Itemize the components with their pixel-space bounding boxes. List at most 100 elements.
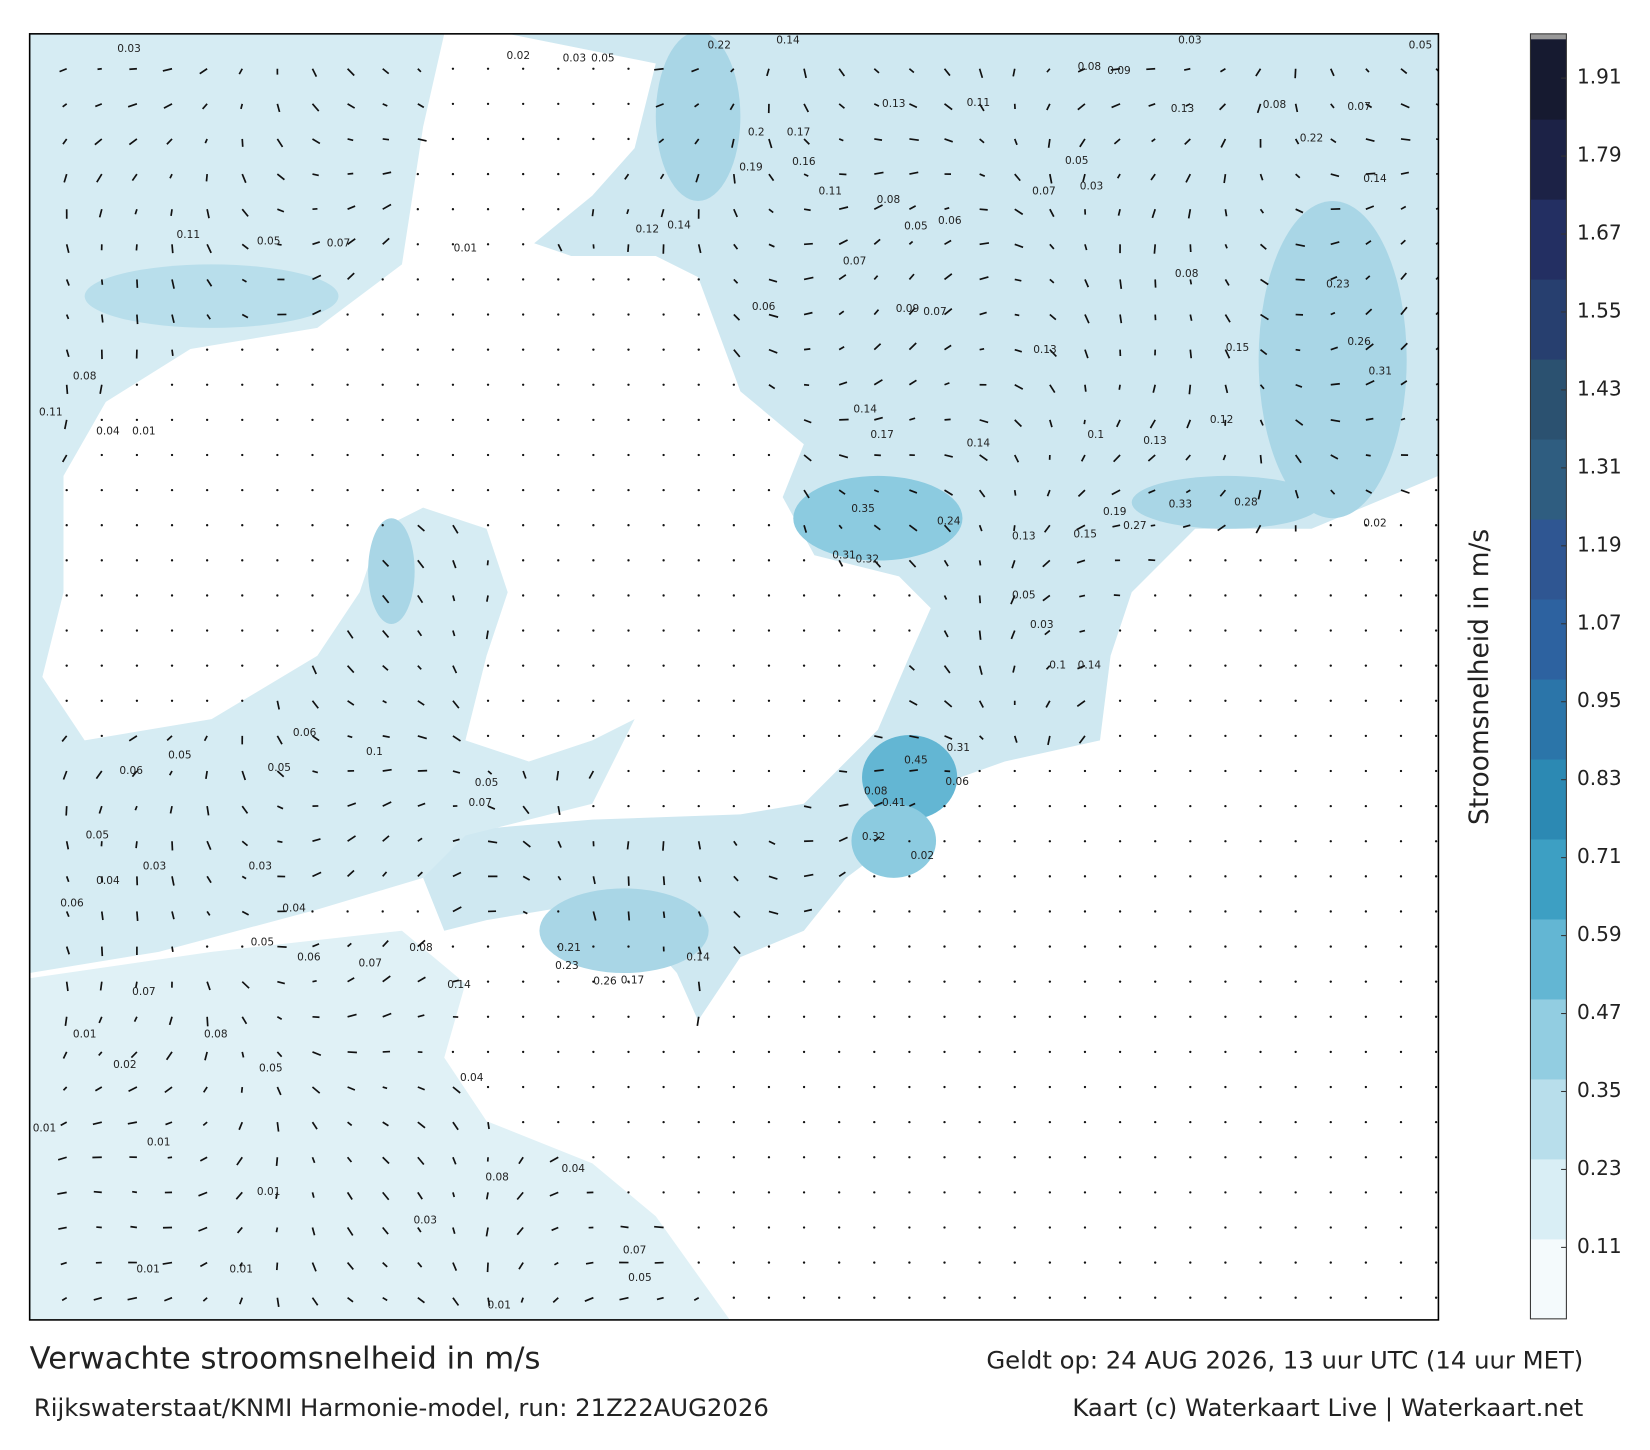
current-vector [979, 311, 987, 316]
current-vector [240, 103, 244, 110]
grid-dot [1364, 1015, 1368, 1018]
current-vector [944, 103, 953, 111]
grid-dot [346, 594, 349, 597]
current-vector [1049, 278, 1055, 284]
current-vector [205, 174, 208, 182]
current-vector [1183, 67, 1191, 71]
grid-dot [592, 1120, 595, 1124]
grid-dot [1399, 594, 1403, 597]
current-vector [382, 1121, 389, 1127]
speed-label: 0.01 [257, 1186, 281, 1198]
current-vector [202, 1297, 208, 1302]
grid-dot [135, 699, 139, 702]
grid-dot [767, 418, 771, 422]
grid-dot [732, 1296, 735, 1299]
grid-dot [557, 313, 560, 316]
current-vector [241, 770, 247, 781]
grid-dot [100, 418, 103, 422]
map-subtitle: Rijkswaterstaat/KNMI Harmonie-model, run… [34, 1393, 769, 1422]
grid-dot [1434, 594, 1438, 597]
current-vector [382, 871, 388, 877]
grid-dot [592, 629, 595, 632]
grid-dot [767, 945, 771, 948]
current-vector [165, 1121, 173, 1126]
current-vector [838, 274, 847, 281]
grid-dot [346, 910, 349, 913]
current-vector [838, 310, 845, 316]
current-vector [452, 1297, 460, 1306]
grid-dot [1048, 1226, 1052, 1229]
current-vector [130, 1051, 138, 1059]
current-vector [1224, 384, 1229, 394]
grid-dot [697, 629, 700, 632]
speed-label: 0.07 [1032, 186, 1056, 198]
grid-dot [1434, 1261, 1438, 1264]
current-vector [909, 489, 918, 494]
grid-dot [205, 559, 209, 562]
grid-dot [1294, 945, 1297, 948]
map-frame [28, 33, 1440, 1321]
current-vector [1365, 103, 1373, 109]
grid-dot [1154, 840, 1157, 843]
grid-dot [1083, 1156, 1087, 1159]
grid-dot [697, 1085, 700, 1089]
current-vector [909, 171, 919, 175]
grid-dot [908, 1156, 911, 1159]
grid-dot [1434, 769, 1438, 773]
grid-dot [1329, 980, 1332, 983]
current-vector [382, 835, 390, 842]
grid-dot [521, 734, 525, 738]
current-vector [204, 1051, 208, 1061]
grid-dot [1329, 1191, 1332, 1194]
speed-label: 0.08 [485, 1171, 509, 1183]
speed-label: 0.19 [1103, 506, 1127, 518]
grid-dot [486, 524, 490, 527]
current-vector [199, 1261, 208, 1268]
grid-dot [767, 804, 771, 808]
current-vector [627, 911, 631, 921]
grid-dot [697, 734, 700, 738]
grid-dot [557, 1085, 560, 1089]
current-vector [627, 244, 630, 252]
grid-dot [557, 594, 560, 597]
current-vector [1260, 348, 1268, 356]
grid-dot [486, 67, 490, 70]
grid-dot [838, 1156, 841, 1159]
current-vector [1435, 346, 1439, 351]
grid-dot [521, 418, 525, 422]
grid-dot [170, 524, 174, 527]
current-vector [98, 1051, 103, 1056]
colorbar-band [1530, 39, 1567, 120]
grid-dot [557, 172, 560, 176]
speed-label: 0.08 [864, 785, 888, 797]
grid-dot [1154, 910, 1157, 913]
speed-label: 0.14 [667, 219, 691, 231]
grid-dot [1048, 980, 1052, 983]
current-vector [1084, 279, 1090, 288]
colorbar-band [1530, 199, 1567, 280]
grid-dot [1259, 804, 1262, 808]
grid-dot [802, 1296, 806, 1299]
current-vector [839, 770, 848, 773]
current-vector [518, 1262, 524, 1270]
current-vector [697, 244, 702, 254]
current-vector [978, 524, 983, 532]
current-vector [276, 1122, 280, 1132]
current-vector [591, 209, 595, 217]
grid-dot [205, 418, 209, 422]
grid-dot [978, 1191, 981, 1194]
grid-dot [486, 699, 490, 702]
grid-dot [662, 559, 665, 562]
grid-dot [135, 559, 139, 562]
current-vector [838, 239, 848, 246]
grid-dot [1189, 1015, 1192, 1018]
current-vector [944, 239, 952, 246]
current-vector [1365, 240, 1372, 246]
grid-dot [100, 488, 103, 492]
current-vector [276, 1016, 283, 1020]
current-vector [65, 244, 70, 254]
grid-dot [802, 559, 806, 562]
grid-dot [170, 664, 174, 667]
grid-dot [838, 945, 841, 948]
grid-dot [1329, 840, 1332, 843]
